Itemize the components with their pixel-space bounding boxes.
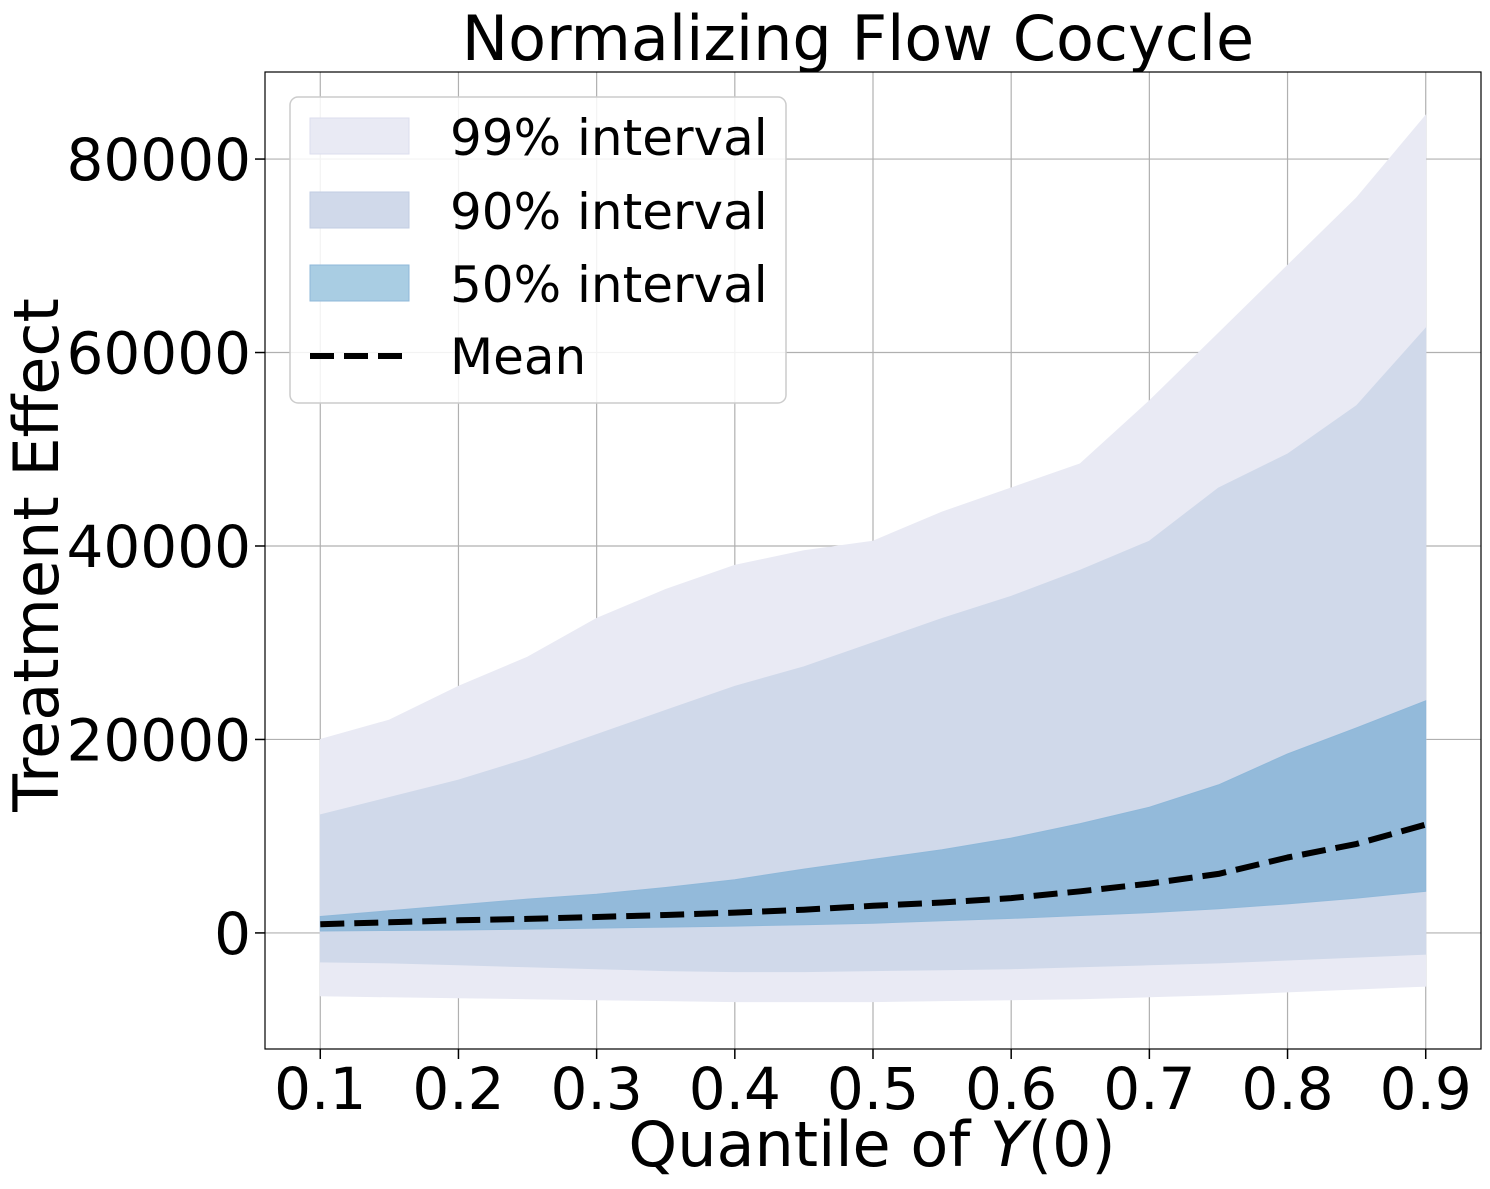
x-tick-label-7: 0.8	[1241, 1055, 1333, 1123]
x-axis-label: Quantile of Y(0)	[628, 1108, 1115, 1181]
legend-label-50: 50% interval	[450, 256, 768, 314]
y-tick-label-1: 20000	[66, 706, 251, 774]
legend-box	[289, 96, 787, 404]
y-tick-label-3: 60000	[66, 320, 251, 388]
x-axis-label-math: Y	[990, 1108, 1032, 1181]
plot-area	[264, 71, 1482, 1050]
mean-line	[320, 821, 1427, 928]
y-axis-label: Treatment Effect	[0, 298, 73, 813]
x-tick-label-3: 0.4	[689, 1055, 781, 1123]
x-tick-label-6: 0.7	[1103, 1055, 1195, 1123]
mean-lines	[320, 821, 1427, 928]
legend-label-mean: Mean	[450, 328, 586, 386]
legend-label-99: 99% interval	[450, 109, 768, 167]
legend-swatch-50	[309, 264, 410, 302]
x-tick-label-8: 0.9	[1380, 1055, 1472, 1123]
y-tick-label-2: 40000	[66, 513, 251, 581]
x-axis-label-suffix: (0)	[1028, 1108, 1116, 1181]
legend-label-90: 90% interval	[450, 183, 768, 241]
x-tick-label-5: 0.6	[965, 1055, 1057, 1123]
legend-swatch-99	[309, 117, 410, 155]
legend: 99% interval 90% interval 50% interval M…	[289, 96, 787, 404]
x-tick-label-1: 0.2	[412, 1055, 504, 1123]
y-tick-label-0: 0	[214, 900, 251, 968]
chart-title: Normalizing Flow Cocycle	[462, 2, 1254, 75]
x-tick-label-2: 0.3	[551, 1055, 643, 1123]
x-axis-ticks: 0.1 0.2 0.3 0.4 0.5 0.6 0.7 0.8 0.9	[274, 1049, 1472, 1123]
x-tick-label-4: 0.5	[827, 1055, 919, 1123]
interval-bands	[319, 114, 1427, 1003]
y-axis-ticks: 0 20000 40000 60000 80000	[66, 126, 265, 968]
band-50-interval	[319, 700, 1427, 932]
x-tick-label-0: 0.1	[274, 1055, 366, 1123]
x-axis-label-text: Quantile of	[628, 1108, 989, 1181]
y-tick-label-4: 80000	[66, 126, 251, 194]
legend-swatch-90	[309, 191, 410, 229]
